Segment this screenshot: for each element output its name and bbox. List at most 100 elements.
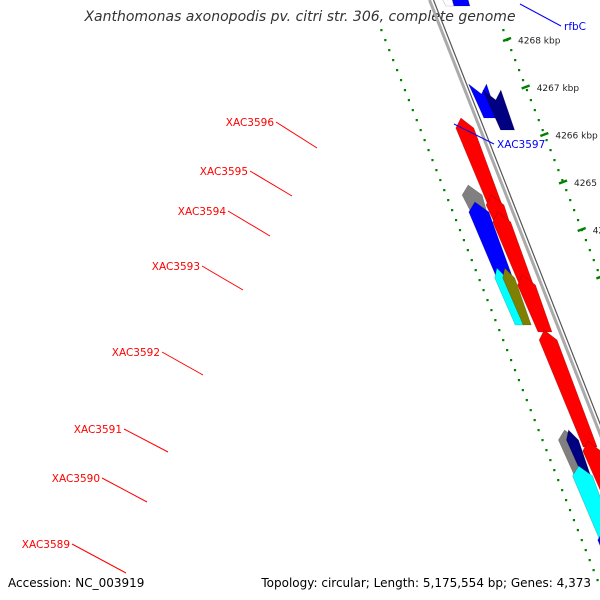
scale-major-tick: [558, 179, 568, 185]
gene-callout-group: XAC3589 XAC3590 XAC3591 XAC3592 XAC3593 XAC35…: [22, 3, 586, 574]
gene-callout-leader: [453, 123, 495, 145]
tick-dot-inner: [533, 419, 536, 422]
tick-dot-inner: [454, 219, 458, 222]
tick-dot-inner: [525, 399, 528, 402]
tick-dot-inner: [435, 169, 438, 172]
tick-dot-inner: [521, 389, 524, 392]
tick-dot-inner: [584, 549, 587, 552]
tick-dot-inner: [384, 39, 387, 42]
gene-label-xac3590: XAC3590: [52, 473, 100, 485]
backbone-line: [432, 0, 600, 426]
tick-ring-group: [380, 29, 599, 582]
tick-dot-outer: [569, 199, 572, 202]
tick-dot-outer: [573, 209, 576, 212]
tick-dot-inner: [486, 299, 489, 302]
tick-dot-inner: [415, 119, 418, 122]
tick-dot-inner: [545, 449, 548, 452]
tick-dot-outer: [561, 179, 564, 182]
tick-dot-inner: [482, 289, 485, 292]
tick-dot-inner: [537, 429, 540, 432]
tick-dot-inner: [588, 559, 591, 562]
tick-dot-outer: [596, 269, 599, 272]
scale-major-tick: [577, 226, 587, 233]
tick-dot-outer: [565, 189, 568, 192]
tick-dot-inner: [462, 239, 466, 242]
gene-callout-leader: [123, 428, 169, 453]
gene-arrow-rfbc-light: [442, 0, 455, 7]
tick-dot-inner: [596, 579, 599, 582]
tick-dot-inner: [388, 49, 391, 52]
tick-dot-inner: [458, 229, 462, 232]
gene-callout-leader: [275, 121, 318, 149]
gene-label-xac3595: XAC3595: [200, 166, 248, 178]
gene-label-xac3597: XAC3597: [497, 139, 545, 151]
backbone-line: [428, 0, 600, 438]
scale-major-tick: [595, 275, 600, 280]
tick-dot-inner: [478, 279, 481, 282]
scale-tick-label: 4268 kbp: [518, 37, 561, 47]
tick-dot-inner: [423, 139, 426, 142]
tick-dot-inner: [427, 149, 430, 152]
tick-dot-outer: [533, 109, 536, 112]
scale-tick-label: 4266 kbp: [555, 132, 598, 142]
gene-arrow-xac3593-olive: [502, 267, 532, 326]
map-title: Xanthomonas axonopodis pv. citri str. 30…: [84, 9, 516, 25]
tick-dot-outer: [592, 259, 595, 262]
tick-dot-outer: [525, 89, 529, 92]
tick-dot-inner: [502, 339, 505, 342]
scale-major-tick: [502, 36, 512, 43]
gene-arrow-xac3591b: [582, 440, 600, 491]
tick-dot-inner: [490, 309, 493, 312]
tick-dot-inner: [431, 159, 434, 162]
tick-dot-outer: [537, 119, 540, 122]
gene-arrow-xac3589: [597, 535, 600, 547]
tick-dot-inner: [447, 199, 450, 202]
tick-dot-outer: [553, 159, 556, 162]
tick-dot-inner: [451, 209, 454, 212]
scale-tick-label: 4267 kbp: [537, 84, 580, 94]
tick-dot-inner: [568, 509, 572, 512]
tick-dot-inner: [557, 479, 560, 482]
tick-dot-inner: [576, 529, 579, 532]
tick-dot-inner: [396, 69, 399, 72]
tick-dot-inner: [380, 29, 383, 32]
tick-dot-inner: [443, 189, 446, 192]
scale-label-group: 4257 kbp4258 kbp4259 kbp4260 kbp4261 kbp…: [502, 36, 600, 280]
tick-dot-inner: [517, 379, 521, 382]
gene-label-xac3591: XAC3591: [74, 424, 122, 436]
tick-dot-inner: [419, 129, 422, 132]
tick-dot-outer: [510, 49, 513, 52]
tick-dot-inner: [529, 409, 532, 412]
tick-dot-outer: [557, 169, 560, 172]
tick-dot-inner: [466, 249, 469, 252]
tick-dot-outer: [514, 59, 517, 62]
tick-dot-outer: [545, 139, 548, 142]
tick-dot-inner: [498, 329, 501, 332]
tick-dot-inner: [513, 369, 517, 372]
tick-dot-inner: [474, 269, 477, 272]
tick-dot-outer: [529, 99, 532, 102]
tick-dot-outer: [576, 219, 580, 222]
tick-dot-inner: [564, 499, 568, 502]
gene-label-xac3589: XAC3589: [22, 539, 70, 551]
gene-label-xac3593: XAC3593: [152, 261, 200, 273]
accession-label: Accession: NC_003919: [8, 576, 145, 590]
gene-arrow-xac3593-cyan: [494, 267, 524, 326]
tick-dot-inner: [553, 469, 556, 472]
gene-callout-leader: [249, 170, 293, 197]
tick-dot-inner: [572, 519, 576, 522]
tick-dot-outer: [521, 79, 525, 82]
gene-label-rfbc: rfbC: [564, 21, 586, 33]
tick-dot-inner: [509, 359, 513, 362]
tick-dot-inner: [392, 59, 395, 62]
gene-feature-group: [442, 0, 600, 547]
tick-dot-inner: [561, 489, 564, 492]
gene-callout-leader: [161, 351, 204, 376]
gene-callout-leader: [201, 265, 244, 291]
gene-callout-leader: [101, 477, 148, 503]
gene-label-xac3596: XAC3596: [226, 117, 275, 129]
tick-dot-inner: [399, 79, 403, 82]
tick-dot-inner: [549, 459, 552, 462]
tick-dot-inner: [411, 109, 414, 112]
